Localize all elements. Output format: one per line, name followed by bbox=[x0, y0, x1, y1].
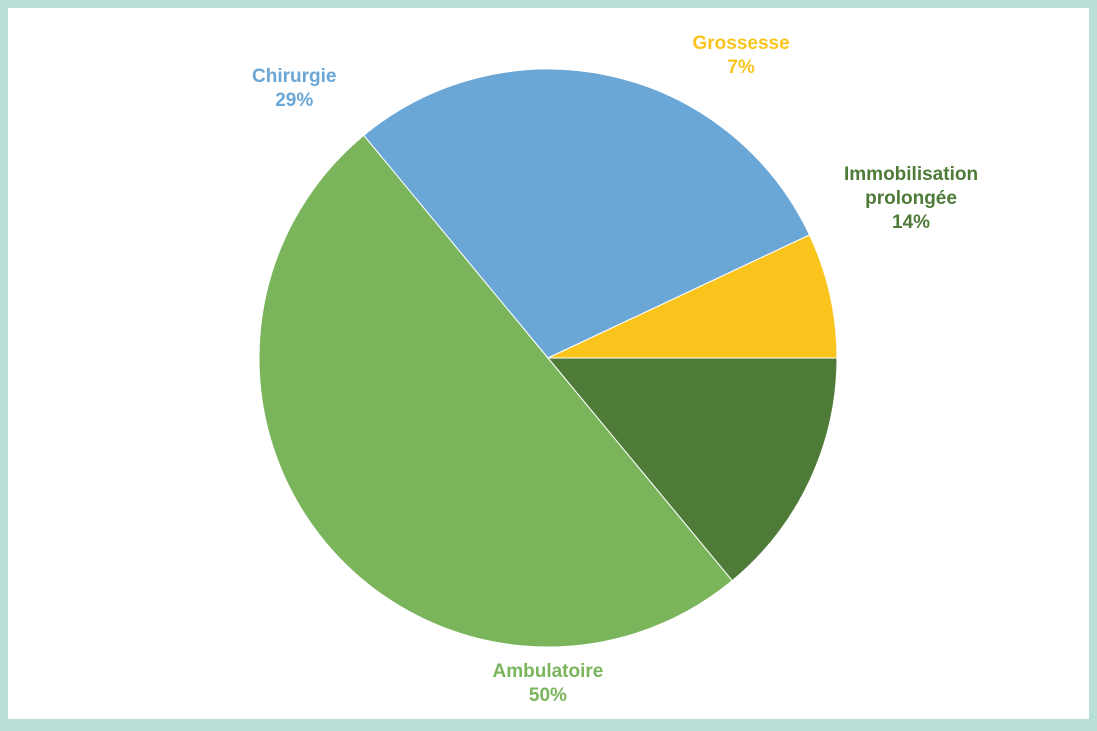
slice-label-value: 50% bbox=[528, 685, 567, 706]
slice-label-name: Grossesse bbox=[692, 33, 790, 54]
slice-label-value: 14% bbox=[892, 212, 931, 233]
slice-label-name: prolongée bbox=[865, 188, 957, 209]
pie-slice-immobilisation-prolong-e bbox=[546, 357, 838, 582]
slice-label-value: 29% bbox=[275, 90, 314, 111]
pie-chart bbox=[258, 68, 838, 648]
chart-frame: Immobilisation prolongée 14% Ambulatoire 50%… bbox=[8, 8, 1089, 719]
slice-label-immobilisation-prolong-e: Immobilisation prolongée 14% bbox=[844, 163, 978, 235]
slice-label-chirurgie: Chirurgie 29% bbox=[252, 65, 336, 113]
slice-label-grossesse: Grossesse 7% bbox=[693, 32, 790, 80]
slice-label-name: Immobilisation bbox=[844, 164, 979, 185]
pie-slice-ambulatoire bbox=[258, 134, 733, 648]
slice-label-name: Ambulatoire bbox=[492, 661, 604, 682]
slice-label-name: Chirurgie bbox=[252, 66, 337, 87]
slice-label-value: 7% bbox=[727, 57, 755, 78]
pie-slice-grossesse bbox=[547, 234, 838, 359]
pie-slice-chirurgie bbox=[363, 68, 811, 359]
slice-label-ambulatoire: Ambulatoire 50% bbox=[493, 660, 604, 708]
